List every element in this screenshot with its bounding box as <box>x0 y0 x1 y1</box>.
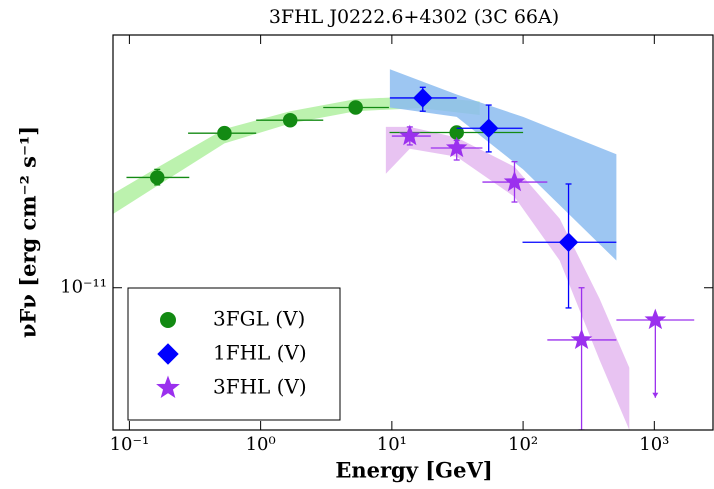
marker <box>160 312 176 328</box>
marker <box>558 232 579 252</box>
legend: 3FGL (V) 1FHL (V) 3FHL (V) <box>127 287 341 421</box>
marker <box>644 308 667 330</box>
marker <box>413 88 433 108</box>
x-tick-label: 10¹ <box>377 434 407 455</box>
x-tick-label: 10⁰ <box>246 434 276 455</box>
marker <box>157 343 179 365</box>
marker <box>503 170 526 192</box>
legend-label: 1FHL (V) <box>213 341 307 365</box>
marker <box>399 124 421 146</box>
x-tick-label: 10² <box>508 434 538 455</box>
plot-frame <box>112 34 714 431</box>
y-axis-label: νFν [erg cm⁻² s⁻¹] <box>16 126 41 338</box>
upper-limit-arrow <box>652 392 659 398</box>
plot-area <box>112 34 714 431</box>
marker <box>570 328 593 350</box>
marker <box>348 100 363 115</box>
model-band <box>385 126 630 430</box>
y-tick-label: 10⁻¹¹ <box>60 277 107 298</box>
marker <box>149 170 165 185</box>
x-tick-label: 10⁻¹ <box>110 434 150 455</box>
marker <box>445 136 468 158</box>
marker <box>282 112 298 128</box>
model-band <box>113 96 480 215</box>
marker <box>156 375 180 399</box>
chart-title: 3FHL J0222.6+4302 (3C 66A) <box>269 6 559 28</box>
legend-label: 3FGL (V) <box>213 307 305 331</box>
model-band <box>389 69 617 261</box>
x-tick-label: 10³ <box>639 434 669 455</box>
marker <box>478 118 499 138</box>
plot-content <box>113 69 695 430</box>
x-axis-label: Energy [GeV] <box>335 458 492 483</box>
marker <box>217 125 232 141</box>
legend-label: 3FHL (V) <box>213 375 307 399</box>
